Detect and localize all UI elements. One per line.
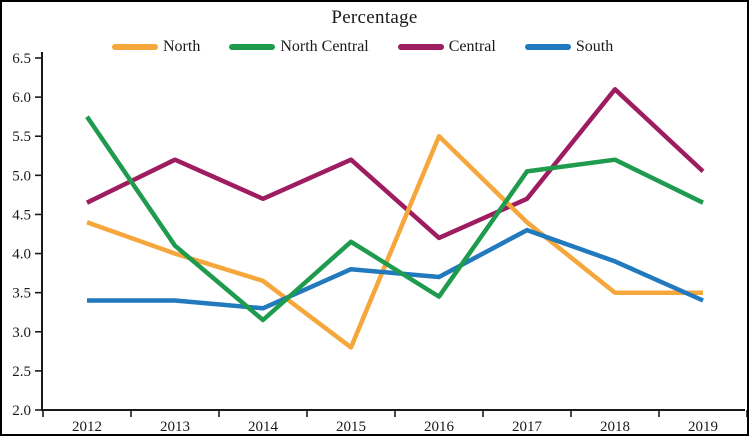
legend-label-north-central: North Central bbox=[280, 38, 369, 55]
legend-swatch-north-central bbox=[229, 44, 276, 50]
legend-item-south: South bbox=[524, 38, 614, 56]
y-tick-label: 2.0 bbox=[12, 403, 31, 419]
series-line-north-central bbox=[85, 115, 704, 323]
x-tick-label: 2017 bbox=[512, 419, 543, 434]
y-tick-label: 4.5 bbox=[12, 207, 31, 223]
y-tick-label: 5.0 bbox=[12, 168, 31, 184]
legend-item-central: Central bbox=[397, 38, 496, 56]
legend-item-north-central: North Central bbox=[229, 38, 369, 56]
x-tick-label: 2014 bbox=[248, 419, 279, 434]
y-tick-label: 3.0 bbox=[12, 325, 31, 341]
y-tick-label: 4.0 bbox=[12, 247, 31, 263]
x-tick-label: 2019 bbox=[688, 419, 718, 434]
legend-label-central: Central bbox=[448, 38, 496, 55]
series-line-north bbox=[86, 133, 703, 350]
legend: North North Central Central South bbox=[112, 38, 613, 56]
x-tick-label: 2016 bbox=[424, 419, 455, 434]
legend-label-south: South bbox=[575, 38, 614, 55]
legend-label-north: North bbox=[163, 38, 201, 55]
y-tick-label: 3.5 bbox=[12, 286, 31, 302]
chart-title: Percentage bbox=[331, 7, 418, 28]
y-tick-label: 6.5 bbox=[12, 51, 31, 67]
y-tick-label: 5.5 bbox=[12, 129, 31, 145]
y-tick-label: 2.5 bbox=[12, 364, 31, 380]
series-line-central bbox=[86, 87, 705, 241]
x-tick-label: 2018 bbox=[600, 419, 630, 434]
x-tick-label: 2013 bbox=[160, 419, 190, 434]
legend-swatch-north bbox=[112, 44, 158, 50]
legend-swatch-south bbox=[524, 44, 571, 50]
y-tick-label: 6.0 bbox=[12, 90, 31, 106]
legend-swatch-central bbox=[397, 44, 444, 50]
x-tick-label: 2015 bbox=[336, 419, 366, 434]
legend-item-north: North bbox=[112, 38, 200, 56]
x-tick-label: 2012 bbox=[72, 419, 102, 434]
series-line-south bbox=[87, 227, 704, 311]
